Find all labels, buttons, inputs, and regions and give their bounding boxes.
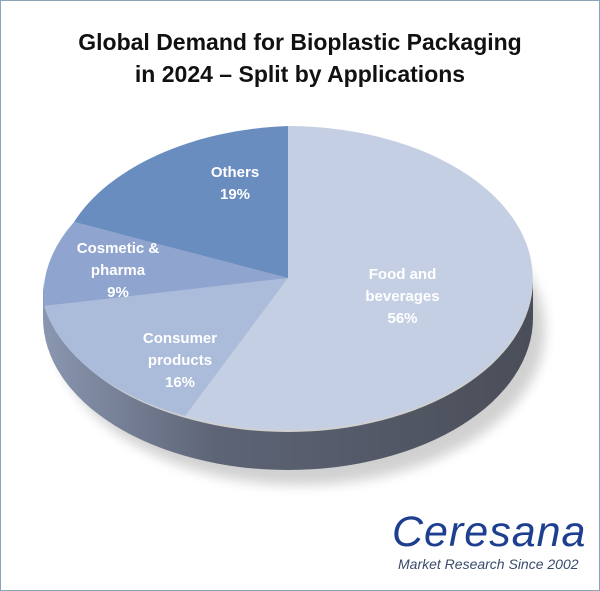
label-others: Others 19% (190, 162, 280, 206)
chart-title: Global Demand for Bioplastic Packaging i… (0, 26, 600, 90)
label-consumer-pct: 16% (164, 374, 196, 391)
brand-tagline: Market Research Since 2002 (398, 556, 579, 572)
label-food-name-2: beverages (365, 288, 440, 305)
label-cosmetic: Cosmetic & pharma 9% (58, 238, 178, 304)
label-cosmetic-name-2: pharma (90, 262, 146, 279)
label-food: Food and beverages 56% (340, 264, 465, 330)
slice-food-beverages[interactable] (185, 126, 533, 430)
label-food-name: Food and (368, 266, 437, 283)
title-line-1: Global Demand for Bioplastic Packaging (78, 29, 522, 55)
title-line-2: in 2024 – Split by Applications (134, 61, 466, 87)
label-consumer-name-2: products (147, 352, 213, 369)
brand-logo: Ceresana (392, 508, 587, 556)
slice-others[interactable] (74, 126, 288, 278)
label-others-pct: 19% (219, 186, 251, 203)
label-consumer: Consumer products 16% (120, 328, 240, 394)
label-food-pct: 56% (387, 310, 418, 327)
label-cosmetic-pct: 9% (107, 284, 129, 301)
label-consumer-name: Consumer (142, 330, 218, 347)
slice-cosmetic-pharma[interactable] (43, 222, 288, 306)
slice-consumer-products[interactable] (44, 278, 288, 416)
label-others-name: Others (210, 164, 260, 181)
pie-side (43, 280, 533, 470)
label-cosmetic-name: Cosmetic & (76, 240, 160, 257)
